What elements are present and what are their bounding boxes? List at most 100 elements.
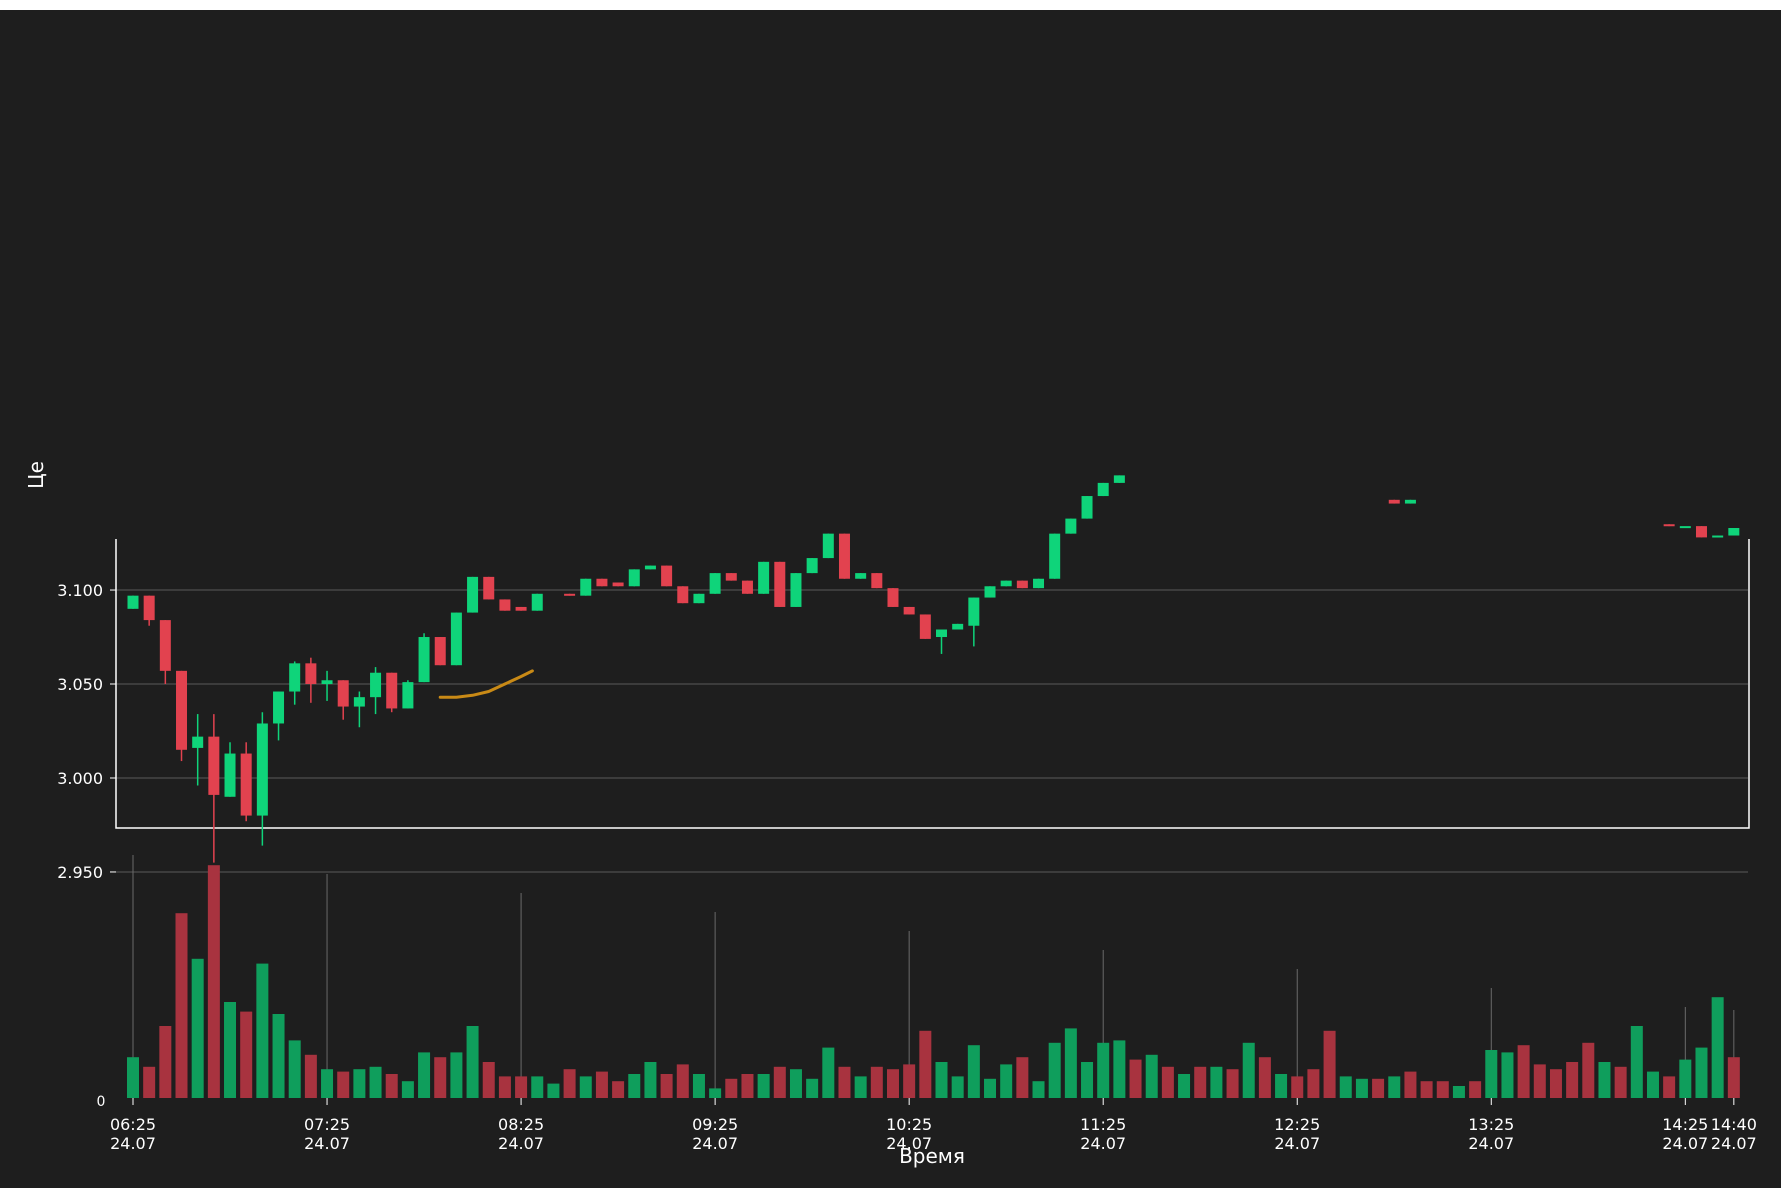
volume-bar xyxy=(1630,1026,1643,1098)
candle-body xyxy=(644,565,656,570)
volume-bar xyxy=(1420,1081,1433,1098)
volume-bar xyxy=(256,963,269,1098)
candle xyxy=(1016,580,1028,589)
candle xyxy=(919,614,931,639)
candle xyxy=(661,565,673,587)
volume-bar xyxy=(822,1047,835,1098)
candle xyxy=(822,533,834,559)
candle-body xyxy=(1113,475,1125,483)
candle-body xyxy=(1097,482,1109,497)
candle xyxy=(887,588,899,607)
candle-body xyxy=(127,595,139,609)
x-tick-time: 11:25 xyxy=(1080,1115,1126,1134)
candle xyxy=(176,670,188,762)
candle-body xyxy=(936,629,947,638)
volume-bar xyxy=(1081,1062,1094,1098)
x-tick-time: 09:25 xyxy=(692,1115,738,1134)
x-tick-date: 24.07 xyxy=(1662,1134,1708,1153)
candle-body xyxy=(450,612,462,666)
volume-bar xyxy=(1663,1076,1676,1098)
volume-bar xyxy=(773,1066,786,1098)
volume-bar xyxy=(1048,1042,1061,1098)
volume-bar xyxy=(1614,1066,1627,1098)
candle xyxy=(1033,578,1045,589)
volume-bar xyxy=(1032,1081,1045,1098)
candle-body xyxy=(887,588,899,607)
volume-bar xyxy=(207,865,220,1098)
volume-bar xyxy=(1501,1052,1514,1098)
candle xyxy=(224,742,236,797)
candle-body xyxy=(984,586,996,598)
moving-average xyxy=(438,669,534,699)
volume-bar xyxy=(1372,1078,1385,1098)
candle xyxy=(936,629,947,654)
candle xyxy=(725,573,737,581)
volume-bar xyxy=(434,1057,447,1098)
candle-body xyxy=(741,580,753,594)
candle-body xyxy=(159,620,171,671)
volume-bar xyxy=(1275,1074,1288,1098)
candle-body xyxy=(903,606,915,615)
candle-body xyxy=(709,573,721,594)
candle xyxy=(1728,528,1740,536)
volume-bar xyxy=(353,1069,366,1098)
volume-bar xyxy=(159,1026,172,1098)
candle-body xyxy=(305,663,317,685)
volume-bar xyxy=(1129,1059,1142,1098)
candle xyxy=(337,680,349,720)
candle-body xyxy=(370,672,382,698)
volume-bar xyxy=(1016,1057,1029,1098)
volume-bar xyxy=(288,1040,301,1098)
candle-body xyxy=(855,573,867,579)
candle xyxy=(1065,518,1077,534)
candle xyxy=(1712,535,1724,538)
candle-body xyxy=(1712,535,1724,538)
candle-body xyxy=(1695,526,1707,538)
candle-body xyxy=(273,691,285,724)
x-tick-date: 24.07 xyxy=(692,1134,738,1153)
candle xyxy=(467,576,479,613)
volume-bar xyxy=(304,1054,317,1098)
volume-bar xyxy=(1000,1064,1013,1098)
x-tick-time: 07:25 xyxy=(304,1115,350,1134)
candle-body xyxy=(256,723,268,816)
volume-bar xyxy=(1566,1062,1579,1098)
candle xyxy=(709,573,721,594)
candle xyxy=(321,670,333,701)
volume-bar xyxy=(1194,1066,1207,1098)
volume-bar xyxy=(1436,1081,1449,1098)
candle-body xyxy=(1388,499,1400,504)
volume-bar xyxy=(903,1064,916,1098)
volume-bar xyxy=(1485,1050,1498,1098)
y-tick-label: 3.000 xyxy=(57,769,103,788)
candle xyxy=(240,742,252,822)
candle-body xyxy=(758,561,770,594)
candle-body xyxy=(596,578,608,587)
volume-bar xyxy=(676,1064,689,1098)
volume-bar xyxy=(482,1062,495,1098)
candle xyxy=(273,691,285,741)
candle-body xyxy=(1033,578,1045,589)
volume-bar xyxy=(498,1076,511,1098)
volume-bar xyxy=(741,1074,754,1098)
y-tick-label: 3.100 xyxy=(57,581,103,600)
volume-bar xyxy=(127,1057,139,1098)
x-tick-time: 14:25 xyxy=(1662,1115,1708,1134)
y-tick-label: 2.950 xyxy=(57,863,103,882)
volume-bar xyxy=(515,1076,528,1098)
candle xyxy=(192,714,204,786)
volume-bar xyxy=(369,1066,382,1098)
candle-body xyxy=(612,582,624,587)
volume-bar xyxy=(579,1076,592,1098)
candle-body xyxy=(289,663,301,692)
y-axis-ticks: 3.100 3.050 3.000 2.950 xyxy=(57,581,116,882)
volume-bar xyxy=(1517,1045,1530,1098)
candle-body xyxy=(871,573,883,589)
candle-body xyxy=(192,736,204,748)
candle-body xyxy=(483,576,495,600)
panel-frame-path xyxy=(115,539,1750,829)
volume-bar xyxy=(1339,1076,1352,1098)
candle xyxy=(483,576,495,600)
x-tick-date: 24.07 xyxy=(110,1134,156,1153)
volume-bar xyxy=(984,1078,997,1098)
